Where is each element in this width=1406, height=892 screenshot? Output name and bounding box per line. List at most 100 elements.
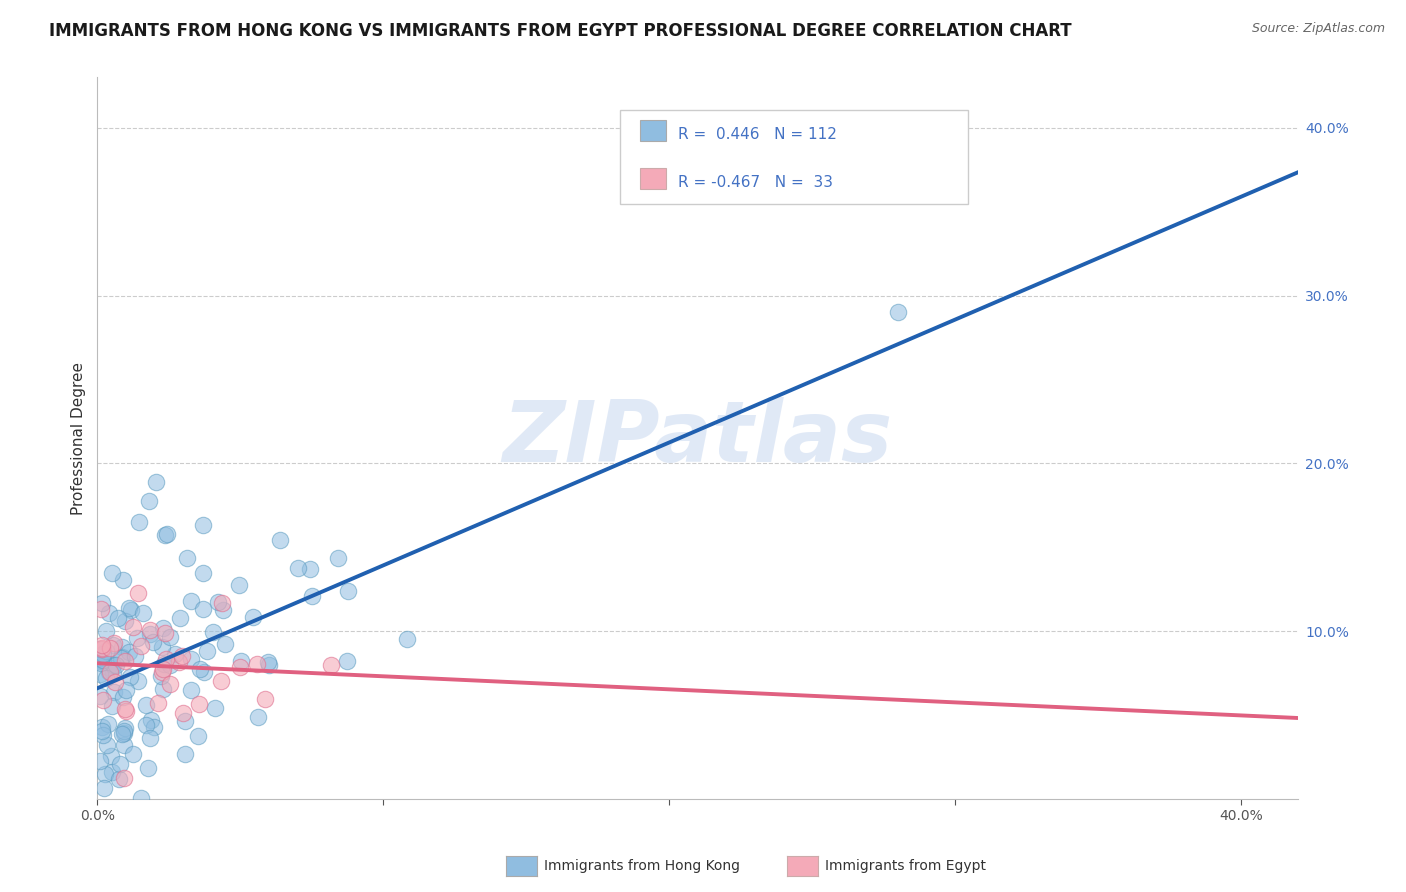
Point (169, 611, 191, 625)
Point (97, 717, 120, 731)
Point (269, 533, 291, 548)
Point (150, 668, 173, 682)
Point (127, 673, 149, 688)
Point (163, 647, 186, 661)
Point (94, 624, 117, 639)
Point (229, 660, 252, 674)
Point (100, 749, 122, 764)
Point (93, 780, 115, 795)
Point (96, 671, 118, 685)
Point (127, 585, 149, 599)
Point (114, 702, 136, 716)
Point (256, 655, 278, 669)
Point (121, 619, 143, 633)
Point (115, 682, 138, 697)
Point (139, 731, 162, 745)
Text: IMMIGRANTS FROM HONG KONG VS IMMIGRANTS FROM EGYPT PROFESSIONAL DEGREE CORRELATI: IMMIGRANTS FROM HONG KONG VS IMMIGRANTS … (49, 22, 1071, 40)
Point (156, 526, 179, 541)
Point (146, 696, 169, 710)
Point (176, 550, 198, 565)
Point (89, 689, 111, 703)
Point (180, 652, 202, 666)
Point (112, 723, 135, 738)
Text: Source: ZipAtlas.com: Source: ZipAtlas.com (1251, 22, 1385, 36)
Point (167, 656, 190, 670)
Point (91, 723, 114, 738)
Point (139, 627, 162, 641)
Point (104, 657, 127, 672)
Point (110, 651, 132, 665)
Point (112, 771, 135, 785)
Point (152, 662, 174, 676)
Point (98, 665, 121, 679)
Point (91, 693, 114, 707)
Point (142, 720, 165, 734)
Point (89, 754, 111, 768)
Point (111, 727, 134, 741)
Point (104, 675, 127, 690)
Point (319, 658, 342, 673)
Point (112, 738, 135, 752)
Point (159, 677, 181, 691)
FancyBboxPatch shape (620, 110, 967, 203)
Point (153, 625, 176, 640)
Point (101, 657, 124, 672)
Point (129, 790, 152, 805)
Point (204, 701, 226, 715)
Point (188, 662, 211, 676)
Point (114, 704, 136, 718)
Point (101, 698, 124, 713)
Point (254, 691, 277, 706)
Point (396, 632, 419, 646)
Point (887, 305, 910, 319)
Point (242, 610, 264, 624)
Point (90, 601, 112, 615)
Point (127, 631, 149, 645)
Point (103, 638, 125, 652)
FancyBboxPatch shape (640, 120, 666, 141)
Point (136, 761, 159, 775)
Point (120, 603, 142, 617)
Point (100, 665, 122, 680)
Point (129, 639, 152, 653)
Point (94, 644, 117, 658)
Point (287, 561, 309, 575)
Text: R = -0.467   N =  33: R = -0.467 N = 33 (679, 175, 834, 190)
Point (114, 654, 136, 668)
Point (191, 601, 214, 615)
Point (91, 647, 114, 661)
Point (91, 597, 114, 611)
Point (139, 623, 162, 637)
Point (101, 566, 124, 581)
Point (93, 766, 115, 780)
Point (118, 670, 141, 684)
Point (301, 590, 323, 604)
Point (114, 721, 136, 735)
Point (298, 562, 321, 576)
Point (180, 682, 202, 697)
Point (202, 625, 225, 640)
Y-axis label: Professional Degree: Professional Degree (72, 362, 86, 515)
Point (98, 641, 121, 656)
Point (207, 595, 229, 609)
Point (132, 606, 155, 620)
Point (107, 611, 129, 625)
Point (247, 710, 270, 724)
Point (152, 681, 174, 696)
Point (153, 528, 176, 542)
Point (111, 650, 134, 665)
Point (90, 638, 112, 652)
Point (96, 739, 118, 753)
Point (191, 518, 214, 533)
Point (103, 636, 125, 650)
Point (187, 729, 209, 743)
Point (246, 657, 269, 671)
Point (89, 654, 111, 668)
Point (336, 583, 359, 598)
Text: Immigrants from Hong Kong: Immigrants from Hong Kong (544, 859, 740, 873)
Point (191, 566, 214, 580)
Point (228, 577, 250, 591)
Point (124, 649, 146, 664)
Text: Immigrants from Egypt: Immigrants from Egypt (825, 859, 987, 873)
Point (112, 726, 135, 740)
